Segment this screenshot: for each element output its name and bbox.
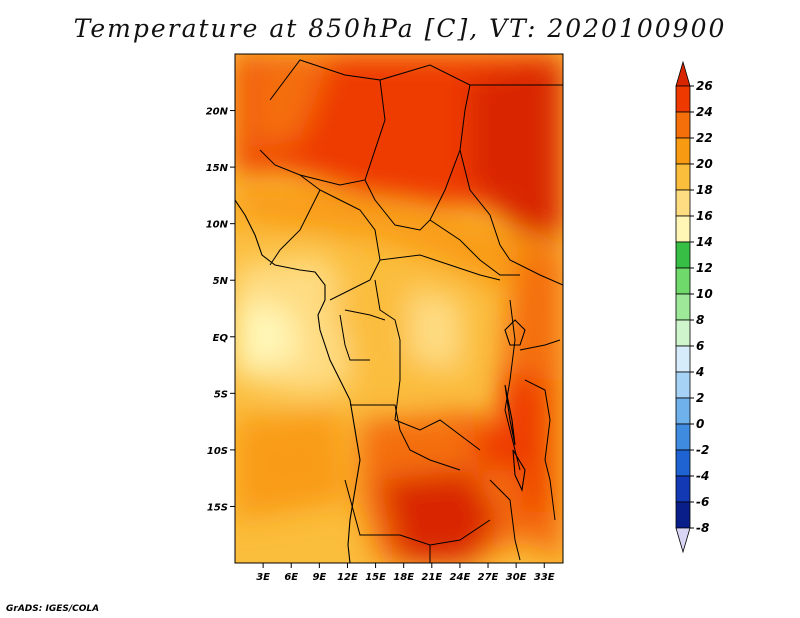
lat-tick-label: 5N (213, 276, 229, 287)
colorbar-swatch (675, 293, 691, 321)
colorbar-label: -8 (696, 521, 709, 535)
lon-tick-label: 18E (393, 572, 414, 583)
colorbar-label: -2 (696, 443, 709, 457)
colorbar-label: 2 (696, 391, 704, 405)
colorbar-swatch (675, 449, 691, 477)
lat-tick-label: 15N (206, 163, 229, 174)
longitude-axis: 3E 6E 9E 12E 15E 18E 21E 24E 27E 30E 33E (256, 563, 555, 583)
colorbar-swatch (675, 137, 691, 165)
chart-title: Temperature at 850hPa [C], VT: 202010090… (73, 14, 727, 43)
colorbar-swatch (675, 423, 691, 451)
lon-tick-label: 12E (337, 572, 358, 583)
country-borders (259, 59, 563, 563)
colorbar-swatch (675, 475, 691, 503)
colorbar-swatch (675, 501, 691, 529)
colorbar-label: 18 (696, 183, 713, 197)
lon-tick-label: 24E (450, 572, 471, 583)
colorbar-label: 10 (696, 287, 713, 301)
colorbar-over-arrow (675, 60, 691, 87)
colorbar-label: 24 (696, 105, 713, 119)
lon-tick-label: 6E (284, 572, 298, 583)
colorbar-label: 6 (696, 339, 704, 353)
lat-tick-label: EQ (213, 333, 229, 344)
colorbar-swatch (675, 111, 691, 139)
colorbar-label: 20 (696, 157, 713, 171)
colorbar-swatch (675, 163, 691, 191)
colorbar-swatch (675, 397, 691, 425)
lon-tick-label: 30E (506, 572, 527, 583)
coastline (235, 199, 526, 563)
colorbar-label: 26 (696, 79, 713, 93)
colorbar-swatch (675, 85, 691, 113)
colorbar-label: -6 (696, 495, 709, 509)
colorbar-label: 4 (695, 365, 704, 379)
lon-tick-label: 21E (421, 572, 442, 583)
colorbar-swatch (675, 241, 691, 269)
lat-tick-label: 10N (206, 220, 229, 231)
colorbar-swatch (675, 319, 691, 347)
colorbar-swatch (675, 371, 691, 399)
lon-tick-label: 15E (365, 572, 386, 583)
map-frame (234, 53, 564, 564)
latitude-axis: 20N 15N 10N 5N EQ 5S 10S 15S (206, 107, 235, 513)
colorbar-swatch (675, 189, 691, 217)
colorbar-label: 14 (696, 235, 713, 249)
lat-tick-label: 5S (214, 389, 228, 400)
colorbar-label: 8 (696, 313, 704, 327)
lon-tick-label: 33E (534, 572, 555, 583)
colorbar-swatch (675, 215, 691, 243)
colorbar-label: 16 (696, 209, 713, 223)
colorbar-label: -4 (696, 469, 709, 483)
grads-credit: GrADS: IGES/COLA (6, 604, 100, 614)
lon-tick-label: 9E (312, 572, 326, 583)
lat-tick-label: 20N (206, 107, 229, 118)
lat-tick-label: 15S (207, 502, 228, 513)
colorbar-swatch (675, 345, 691, 373)
colorbar-label: 12 (696, 261, 713, 275)
colorbar-label: 22 (696, 131, 713, 145)
colorbar-swatch (675, 267, 691, 295)
lon-tick-label: 27E (478, 572, 499, 583)
colorbar-under-arrow (675, 527, 691, 554)
lon-tick-label: 3E (256, 572, 270, 583)
colorbar-label: 0 (696, 417, 704, 431)
lat-tick-label: 10S (207, 446, 228, 457)
temperature-field (235, 54, 563, 563)
